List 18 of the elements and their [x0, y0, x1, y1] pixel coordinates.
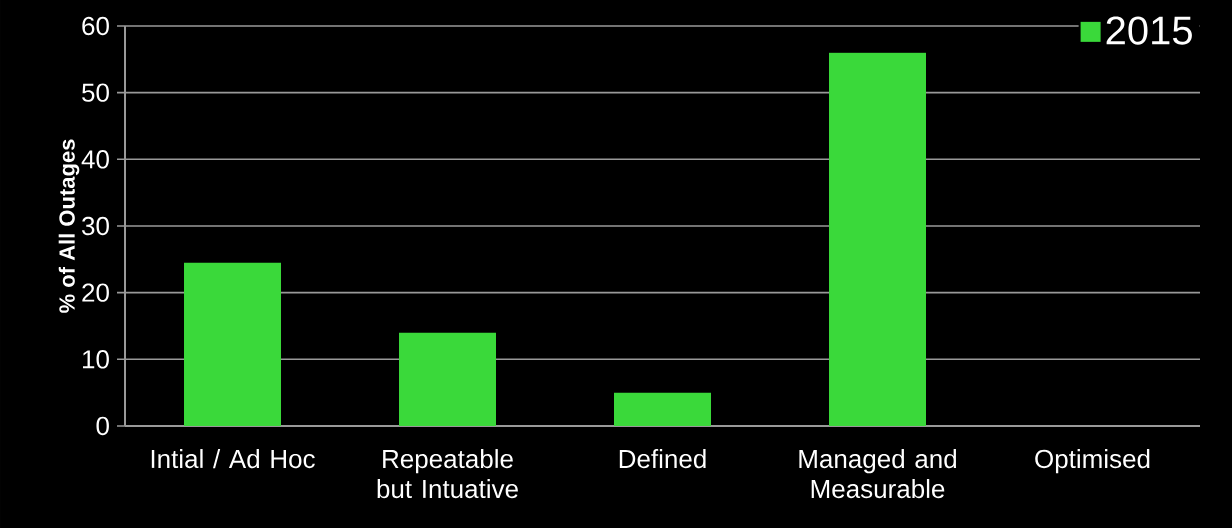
y-tick-label: 60	[82, 16, 109, 36]
bar	[184, 262, 282, 426]
y-tick-label: 40	[81, 150, 109, 169]
bar	[829, 52, 926, 426]
x-tick-label: Intial / Ad Hoc	[151, 449, 315, 469]
x-tick-label: Repeatable but Intuative	[377, 449, 518, 499]
y-tick-label: 0	[96, 416, 109, 436]
y-tick-label: 20	[82, 283, 109, 302]
legend-label: 2015	[1106, 16, 1192, 45]
x-tick-label: Managed and Measurable	[799, 449, 957, 499]
y-tick-label: 50	[82, 83, 109, 102]
bar	[399, 332, 496, 426]
y-axis-title: % of All Outages	[58, 139, 80, 313]
x-tick-label: Defined	[619, 449, 706, 469]
bar	[614, 392, 712, 426]
y-tick-label: 30	[82, 216, 109, 236]
y-tick-label: 10	[83, 350, 109, 369]
x-tick-label: Optimised	[1035, 449, 1150, 474]
